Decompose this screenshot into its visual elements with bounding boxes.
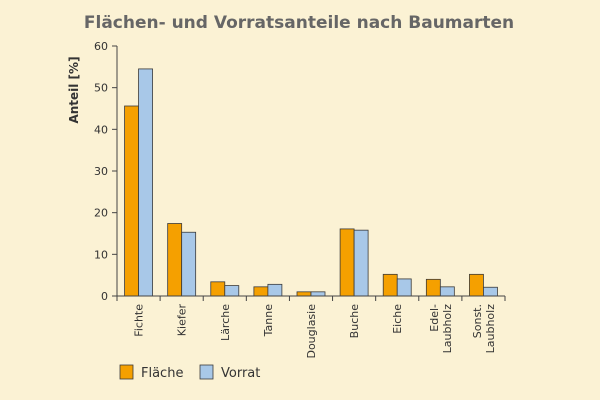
bar-vorrat-4 [310, 291, 326, 297]
bar-fläche-0 [124, 105, 139, 297]
legend: Fläche Vorrat [119, 364, 260, 381]
x-tick-label: Eiche [391, 304, 404, 334]
x-tick-label: Edel- [428, 304, 441, 332]
y-tick-label: 20 [94, 207, 108, 220]
y-tick-label: 30 [94, 165, 108, 178]
bar-fläche-4 [296, 291, 312, 297]
bar-fläche-2 [210, 281, 226, 297]
bar-vorrat-1 [181, 231, 197, 297]
bar-fläche-3 [253, 286, 269, 297]
x-tick-label: Sonst. [471, 304, 484, 338]
bar-fläche-8 [469, 273, 484, 297]
bar-vorrat-8 [483, 286, 498, 297]
y-tick-label: 40 [94, 123, 108, 136]
legend-label-vorrat: Vorrat [221, 366, 260, 381]
x-tick-label: Tanne [262, 304, 275, 338]
y-tick-label: 10 [94, 248, 108, 261]
x-tick-label: Buche [348, 304, 361, 339]
chart-title: Flächen- und Vorratsanteile nach Baumart… [84, 13, 514, 33]
x-tick-label: Laubholz [441, 304, 454, 354]
y-tick-label: 60 [94, 40, 108, 53]
bar-vorrat-2 [224, 285, 240, 297]
bar-vorrat-6 [396, 278, 412, 297]
x-tick-label: Fichte [133, 304, 146, 337]
y-axis-label: Anteil [%] [67, 56, 81, 123]
x-tick-label: Laubholz [484, 304, 497, 354]
legend-swatch-vorrat [199, 364, 214, 380]
bar-fläche-6 [382, 273, 398, 297]
bar-fläche-1 [167, 223, 183, 297]
y-tick-label: 50 [94, 82, 108, 95]
x-tick-label: Lärche [219, 304, 232, 341]
bar-fläche-5 [339, 228, 355, 297]
x-tick-label: Douglasie [305, 304, 318, 359]
bar-fläche-7 [425, 278, 441, 297]
legend-swatch-fläche [119, 364, 134, 380]
bar-vorrat-5 [353, 229, 369, 297]
axes-frame [116, 46, 505, 297]
bar-vorrat-7 [439, 286, 455, 297]
y-axis: 0 10 20 30 40 50 60 [94, 40, 117, 303]
y-tick-label: 0 [101, 290, 108, 303]
x-axis: Fichte Kiefer Lärche Tanne Douglasie Buche Eic… [116, 296, 506, 359]
legend-label-fläche: Fläche [141, 366, 183, 381]
bars-group [124, 68, 498, 297]
bar-vorrat-3 [267, 283, 283, 297]
bar-vorrat-0 [138, 68, 153, 297]
x-tick-label: Kiefer [176, 304, 189, 337]
